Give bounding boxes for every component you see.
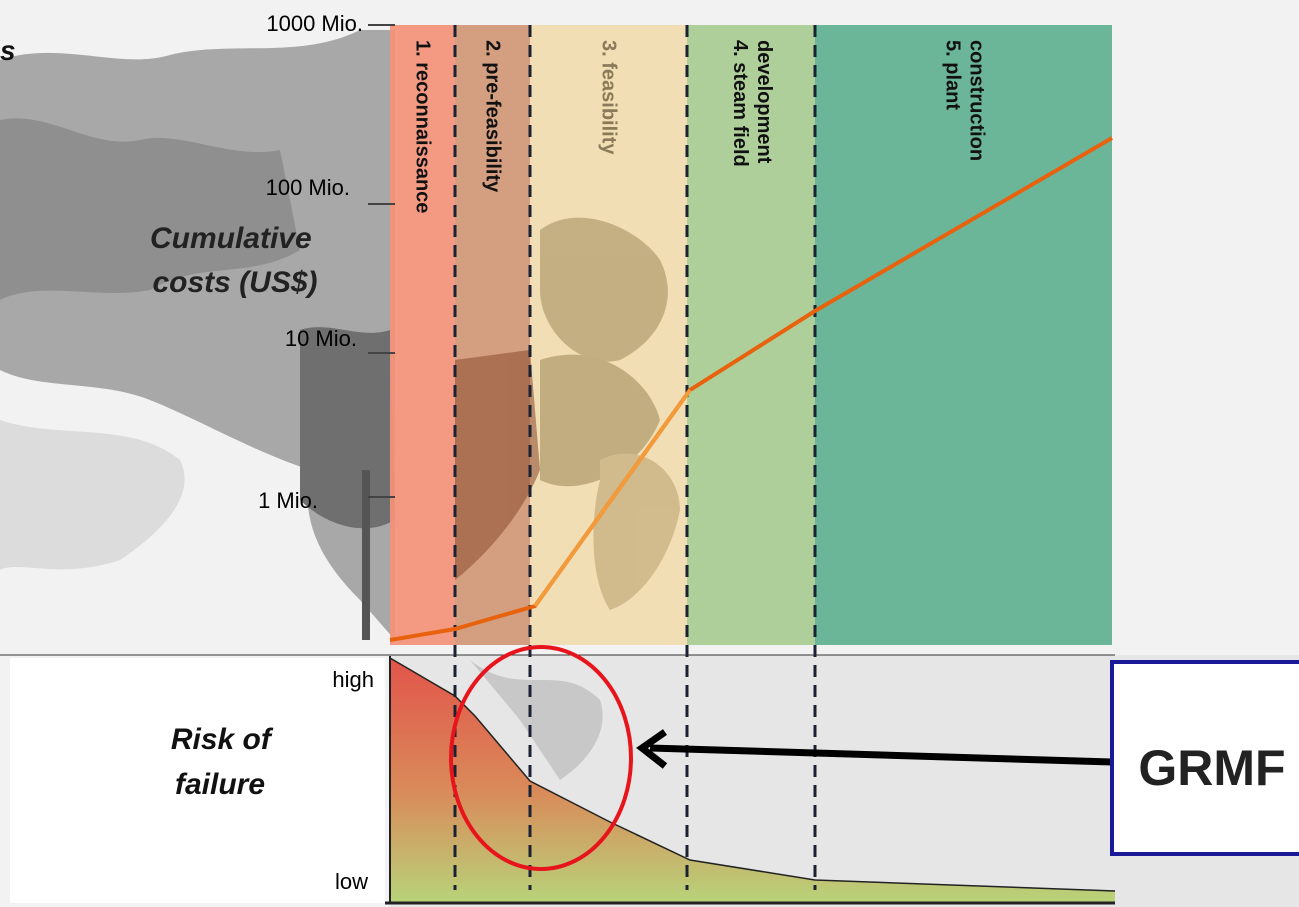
phase-label-5-line-1: 5. plant — [942, 40, 964, 110]
cost-tick-10: 10 Mio. — [285, 326, 357, 351]
cost-axis-title: Cumulative costs (US$) — [150, 222, 320, 299]
grmf-box — [1110, 660, 1299, 856]
phase-label-1: 1. reconnaissance — [412, 40, 434, 213]
cost-axis-title-line2: costs (US$) — [152, 266, 317, 299]
phase-label-5-line-2: construction — [966, 40, 988, 161]
cost-axis: 1000 Mio. 100 Mio. 10 Mio. 1 Mio. — [258, 11, 395, 513]
highlight-ellipse — [449, 645, 633, 871]
phase-label-4: 4. steam field development — [729, 40, 775, 167]
risk-curve — [389, 657, 1116, 892]
phase-label-2: 2. pre-feasibility — [482, 40, 504, 193]
phase-label-1-line-1: 1. reconnaissance — [412, 40, 434, 213]
cost-tick-1: 1 Mio. — [258, 488, 318, 513]
cost-tick-1000: 1000 Mio. — [266, 11, 363, 36]
cost-curve-feasibility-segment — [533, 388, 692, 608]
partial-heading-text: s — [0, 35, 16, 66]
cost-tick-100: 100 Mio. — [266, 175, 350, 200]
phase-labels: 1. reconnaissance 2. pre-feasibility 3. fe… — [412, 40, 988, 213]
risk-axis-title: Risk of failure — [171, 723, 279, 801]
phase-column-4 — [687, 25, 815, 645]
phase-label-3-line-1: 3. feasibility — [598, 40, 620, 155]
phase-column-5 — [815, 25, 1112, 645]
phase-column-1 — [390, 25, 455, 645]
risk-area — [390, 658, 1115, 903]
risk-label-panel — [10, 658, 385, 903]
phase-label-5: 5. plant construction — [942, 40, 988, 161]
phase-columns — [390, 25, 1112, 645]
phase-label-2-line-1: 2. pre-feasibility — [482, 40, 504, 193]
risk-panel — [0, 654, 1116, 905]
phase-label-3: 3. feasibility — [598, 40, 620, 155]
cost-axis-title-line1: Cumulative — [150, 222, 312, 255]
risk-high-label: high — [332, 667, 374, 692]
risk-low-label: low — [335, 869, 368, 894]
grmf-label: GRMF — [1138, 740, 1285, 796]
phase-label-4-line-2: development — [753, 40, 775, 164]
phase-label-4-line-1: 4. steam field — [729, 40, 751, 167]
risk-axis-title-line2: failure — [175, 768, 265, 801]
risk-axis-title-line1: Risk of — [171, 723, 274, 756]
grmf-arrow — [636, 729, 1113, 769]
